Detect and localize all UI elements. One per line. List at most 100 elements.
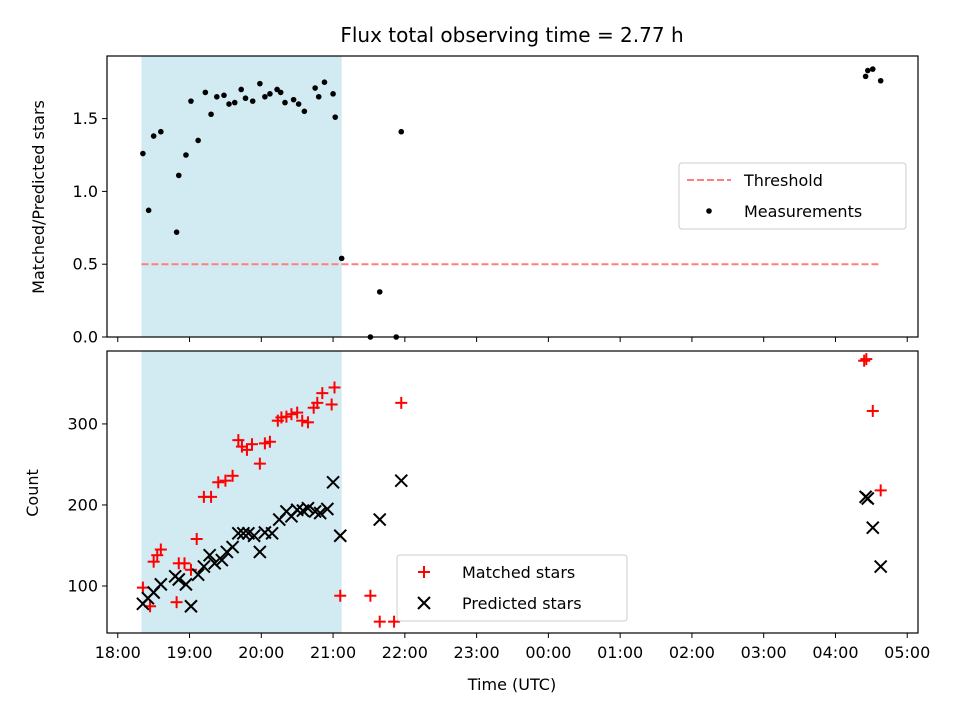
measurement-point bbox=[150, 133, 157, 139]
matched-star-point bbox=[395, 396, 408, 409]
predicted-star-point bbox=[333, 529, 347, 543]
measurement-point bbox=[175, 172, 182, 179]
count-panel-frame bbox=[106, 350, 919, 634]
y-tick-label: 200 bbox=[67, 495, 98, 514]
predicted-star-point bbox=[225, 540, 240, 554]
predicted-star-point bbox=[326, 475, 340, 489]
x-tick-label: 05:00 bbox=[884, 643, 930, 662]
measurement-point bbox=[312, 85, 318, 91]
x-tick-label: 20:00 bbox=[238, 643, 284, 662]
x-tick-label: 04:00 bbox=[812, 643, 858, 662]
measurement-point bbox=[183, 152, 189, 158]
count-y-axis-label: Count bbox=[23, 469, 42, 517]
predicted-star-point bbox=[172, 572, 186, 587]
predicted-star-point bbox=[290, 503, 304, 517]
measurement-point bbox=[140, 150, 146, 157]
measurement-point bbox=[145, 207, 152, 214]
predicted-star-point bbox=[265, 526, 279, 541]
y-tick-label: 0.0 bbox=[73, 328, 98, 347]
matched-star-point bbox=[232, 434, 245, 447]
matched-star-point bbox=[280, 410, 293, 423]
matched-star-point bbox=[301, 416, 314, 429]
legend-measurements-swatch bbox=[706, 208, 712, 214]
measurement-point bbox=[257, 80, 263, 87]
predicted-star-point bbox=[253, 545, 267, 559]
predicted-star-point bbox=[866, 520, 880, 535]
matched-star-point bbox=[316, 387, 329, 400]
predicted-star-point bbox=[873, 559, 888, 574]
matched-star-point bbox=[212, 476, 225, 489]
matched-star-point bbox=[245, 438, 258, 451]
predicted-star-point bbox=[184, 599, 198, 613]
measurement-point bbox=[315, 93, 322, 100]
legend-predicted-swatch bbox=[417, 596, 431, 610]
x-tick-label: 00:00 bbox=[525, 643, 571, 662]
measurement-point bbox=[208, 111, 214, 118]
count-panel: 100 200 300 18:00 19:00 20:00 21:00 22:00 23:00… bbox=[23, 350, 930, 694]
matched-star-point bbox=[311, 396, 324, 409]
predicted-star-point bbox=[179, 577, 193, 592]
measurement-point bbox=[158, 128, 164, 135]
measurement-point bbox=[214, 93, 220, 100]
x-tick-label: 03:00 bbox=[741, 643, 787, 662]
x-tick-label: 23:00 bbox=[454, 643, 500, 662]
matched-star-point bbox=[328, 381, 341, 394]
ratio-panel-shade bbox=[141, 56, 342, 337]
predicted-star-point bbox=[197, 559, 211, 574]
matched-star-point bbox=[874, 484, 887, 497]
measurement-point bbox=[202, 89, 209, 96]
y-tick-label: 100 bbox=[67, 577, 98, 596]
matched-star-point bbox=[154, 543, 167, 556]
matched-star-point bbox=[860, 353, 873, 366]
measurement-point bbox=[376, 289, 383, 295]
measurement-point bbox=[877, 77, 884, 84]
predicted-star-point bbox=[191, 567, 205, 582]
matched-star-point bbox=[388, 615, 401, 628]
measurement-point bbox=[242, 95, 249, 102]
count-panel-shade bbox=[141, 351, 342, 633]
matched-star-point bbox=[334, 589, 347, 602]
x-tick-label: 02:00 bbox=[669, 643, 715, 662]
measurement-point bbox=[332, 114, 339, 120]
predicted-star-point bbox=[231, 526, 246, 541]
measurement-point bbox=[238, 86, 245, 93]
matched-star-point bbox=[184, 563, 197, 576]
ratio-panel-frame bbox=[106, 55, 919, 338]
measurement-point bbox=[249, 98, 256, 104]
measurement-point bbox=[862, 73, 869, 80]
matched-star-point bbox=[285, 408, 298, 421]
legend-predicted-label: Predicted stars bbox=[462, 594, 582, 613]
matched-star-point bbox=[373, 615, 386, 628]
predicted-star-point bbox=[202, 548, 217, 562]
chart-title: Flux total observing time = 2.77 h bbox=[340, 23, 683, 47]
measurement-point bbox=[226, 101, 232, 107]
matched-star-point bbox=[136, 581, 149, 594]
x-axis-label: Time (UTC) bbox=[467, 675, 556, 694]
predicted-star-point bbox=[236, 526, 251, 541]
matched-star-point bbox=[263, 435, 276, 448]
matched-star-point bbox=[253, 457, 266, 470]
ratio-legend: Threshold Measurements bbox=[678, 162, 907, 230]
measurement-point bbox=[330, 91, 336, 97]
measurement-point bbox=[290, 96, 297, 103]
measurement-point bbox=[282, 99, 288, 106]
x-tick-label: 22:00 bbox=[382, 643, 428, 662]
legend-matched-swatch bbox=[418, 566, 430, 578]
measurement-point bbox=[869, 66, 876, 72]
measurement-point bbox=[398, 128, 405, 135]
x-tick-label: 19:00 bbox=[166, 643, 212, 662]
matched-star-point bbox=[147, 555, 160, 568]
matched-star-point bbox=[258, 437, 271, 450]
predicted-star-point bbox=[373, 512, 387, 527]
matched-star-point bbox=[325, 398, 338, 411]
matched-star-point bbox=[858, 354, 871, 367]
measurement-point bbox=[173, 229, 180, 235]
y-tick-label: 300 bbox=[67, 414, 98, 433]
measurement-point bbox=[267, 91, 273, 97]
measurement-point bbox=[277, 89, 284, 96]
matched-star-point bbox=[219, 474, 232, 487]
matched-star-point bbox=[226, 469, 239, 482]
predicted-star-point bbox=[861, 491, 875, 506]
matched-star-point bbox=[296, 414, 309, 427]
